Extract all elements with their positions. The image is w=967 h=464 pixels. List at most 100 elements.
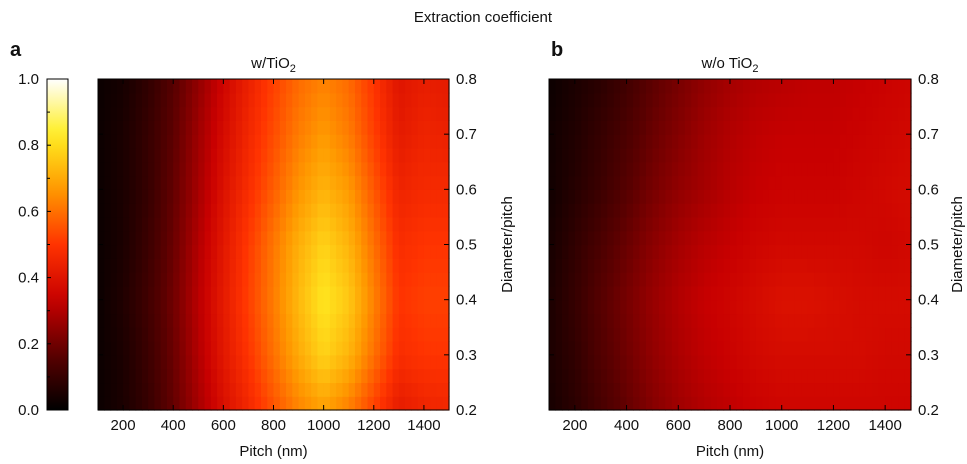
heatmap-cell: [878, 341, 886, 356]
x-tick-label: 1000: [307, 417, 340, 434]
heatmap-cell: [658, 147, 666, 163]
heatmap-cell: [173, 285, 181, 301]
heatmap-cell: [336, 368, 344, 384]
heatmap-cell: [658, 189, 666, 204]
heatmap-cell: [179, 327, 187, 342]
heatmap-cell: [807, 216, 815, 232]
heatmap-cell: [697, 134, 705, 149]
heatmap-cell: [684, 203, 692, 218]
heatmap-cell: [633, 92, 641, 108]
heatmap-cell: [878, 203, 886, 218]
heatmap-cell: [166, 327, 174, 342]
heatmap-cell: [775, 382, 783, 397]
heatmap-cell: [405, 106, 412, 121]
heatmap-cell: [154, 327, 162, 342]
heatmap-cell: [248, 134, 256, 149]
heatmap-cell: [742, 79, 750, 94]
heatmap-cell: [166, 203, 174, 218]
heatmap-cell: [373, 203, 381, 218]
x-tick-label: 800: [261, 417, 286, 434]
heatmap-cell: [594, 203, 602, 218]
heatmap-cell: [788, 230, 796, 246]
heatmap-cell: [788, 368, 796, 384]
heatmap-cell: [555, 313, 563, 328]
heatmap-cell: [185, 161, 193, 177]
heatmap-cell: [267, 147, 275, 163]
heatmap-cell: [317, 147, 325, 163]
heatmap-cell: [229, 341, 237, 356]
heatmap-cell: [417, 230, 425, 246]
heatmap-cell: [684, 106, 692, 121]
heatmap-cell: [697, 106, 705, 121]
heatmap-cell: [260, 396, 268, 411]
y-axis-label: Diameter/pitch: [949, 196, 966, 293]
heatmap-cell: [684, 134, 692, 149]
heatmap-cell: [311, 161, 318, 177]
heatmap-cell: [561, 354, 569, 370]
heatmap-cell: [872, 134, 880, 149]
heatmap-cell: [704, 120, 712, 135]
heatmap-cell: [620, 189, 628, 204]
heatmap-cell: [380, 327, 387, 342]
heatmap-cell: [736, 244, 744, 259]
heatmap-cell: [574, 175, 582, 190]
heatmap-cell: [839, 203, 847, 218]
heatmap-cell: [678, 368, 686, 384]
heatmap-cell: [872, 175, 880, 190]
heatmap-cell: [574, 203, 582, 218]
heatmap-cell: [587, 327, 595, 342]
heatmap-cell: [392, 396, 400, 411]
heatmap-cell: [717, 285, 725, 301]
heatmap-cell: [148, 244, 156, 259]
heatmap-cell: [794, 244, 802, 259]
heatmap-cell: [594, 189, 602, 204]
heatmap-cell: [626, 244, 634, 259]
heatmap-cell: [260, 216, 268, 232]
heatmap-cell: [833, 92, 841, 108]
heatmap-cell: [229, 203, 237, 218]
heatmap-cell: [417, 313, 425, 328]
heatmap-cell: [336, 203, 344, 218]
heatmap-cell: [417, 92, 425, 108]
heatmap-cell: [392, 382, 400, 397]
heatmap-cell: [254, 147, 262, 163]
heatmap-cell: [160, 120, 168, 135]
heatmap-cell: [885, 396, 893, 411]
heatmap-cell: [98, 106, 105, 121]
heatmap-cell: [613, 216, 621, 232]
heatmap-cell: [386, 354, 394, 370]
heatmap-cell: [555, 147, 563, 163]
colorbar-tick-label: 0.8: [18, 137, 39, 154]
heatmap-cell: [781, 313, 789, 328]
heatmap-cell: [717, 354, 725, 370]
heatmap-cell: [613, 382, 621, 397]
heatmap-cell: [620, 216, 628, 232]
heatmap-cell: [730, 382, 738, 397]
heatmap-cell: [730, 92, 738, 108]
heatmap-cell: [173, 396, 181, 411]
heatmap-cell: [607, 272, 615, 287]
heatmap-cell: [198, 354, 206, 370]
heatmap-cell: [411, 299, 419, 315]
heatmap-cell: [788, 120, 796, 135]
heatmap-cell: [826, 203, 835, 218]
heatmap-cell: [248, 79, 256, 94]
heatmap-cell: [179, 216, 187, 232]
heatmap-cell: [852, 368, 860, 384]
heatmap-cell: [549, 244, 557, 259]
heatmap-cell: [561, 230, 569, 246]
heatmap-cell: [361, 313, 369, 328]
heatmap-cell: [217, 230, 224, 246]
heatmap-cell: [891, 354, 899, 370]
heatmap-cell: [329, 244, 337, 259]
heatmap-cell: [891, 175, 899, 190]
heatmap-cell: [742, 299, 750, 315]
heatmap-cell: [807, 299, 815, 315]
heatmap-cell: [348, 106, 356, 121]
heatmap-cell: [607, 285, 615, 301]
heatmap-cell: [723, 216, 731, 232]
heatmap-cell: [594, 396, 602, 411]
heatmap-cell: [254, 396, 262, 411]
heatmap-cell: [179, 272, 187, 287]
heatmap-cell: [248, 203, 256, 218]
